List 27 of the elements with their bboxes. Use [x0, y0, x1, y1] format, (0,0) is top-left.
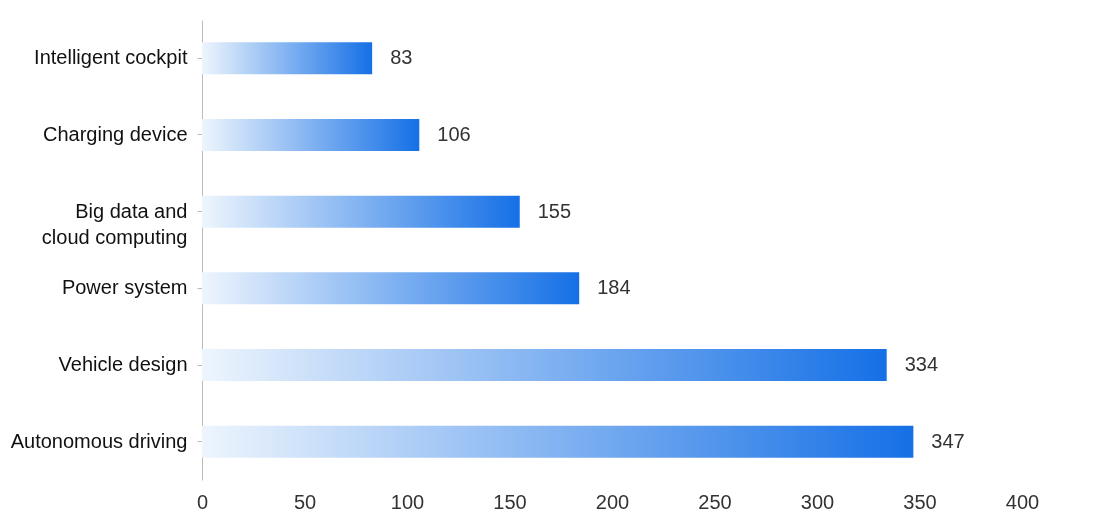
bar: [202, 195, 520, 228]
x-tick-label: 100: [390, 490, 425, 513]
data-label: 83: [390, 46, 413, 69]
y-tick-label: Power system: [61, 276, 188, 299]
y-tick-label: Vehicle design: [58, 353, 188, 375]
data-label: 155: [537, 199, 572, 222]
x-tick-label: 0: [196, 490, 209, 513]
x-tick-label: 350: [903, 490, 937, 513]
bar: [202, 119, 420, 151]
data-label: 184: [597, 276, 631, 299]
x-tick-label: 300: [800, 490, 835, 513]
x-tick-label: 250: [698, 490, 732, 513]
x-tick-label: 400: [1005, 490, 1040, 513]
y-tick-label: Intelligent cockpit: [34, 46, 188, 69]
bar: [202, 272, 580, 305]
y-tick-label: Big data and cloud computing: [41, 199, 188, 248]
data-label: 347: [931, 429, 965, 452]
bar: [202, 42, 373, 75]
x-tick-label: 50: [293, 490, 317, 513]
x-tick-label: 200: [595, 490, 630, 513]
y-tick-label: Charging device: [42, 123, 188, 145]
bar: [202, 349, 887, 381]
y-tick-label: Autonomous driving: [10, 429, 188, 452]
data-label: 334: [904, 353, 939, 375]
x-tick-label: 150: [493, 490, 527, 513]
bar: [202, 425, 914, 458]
data-label: 106: [437, 123, 471, 145]
